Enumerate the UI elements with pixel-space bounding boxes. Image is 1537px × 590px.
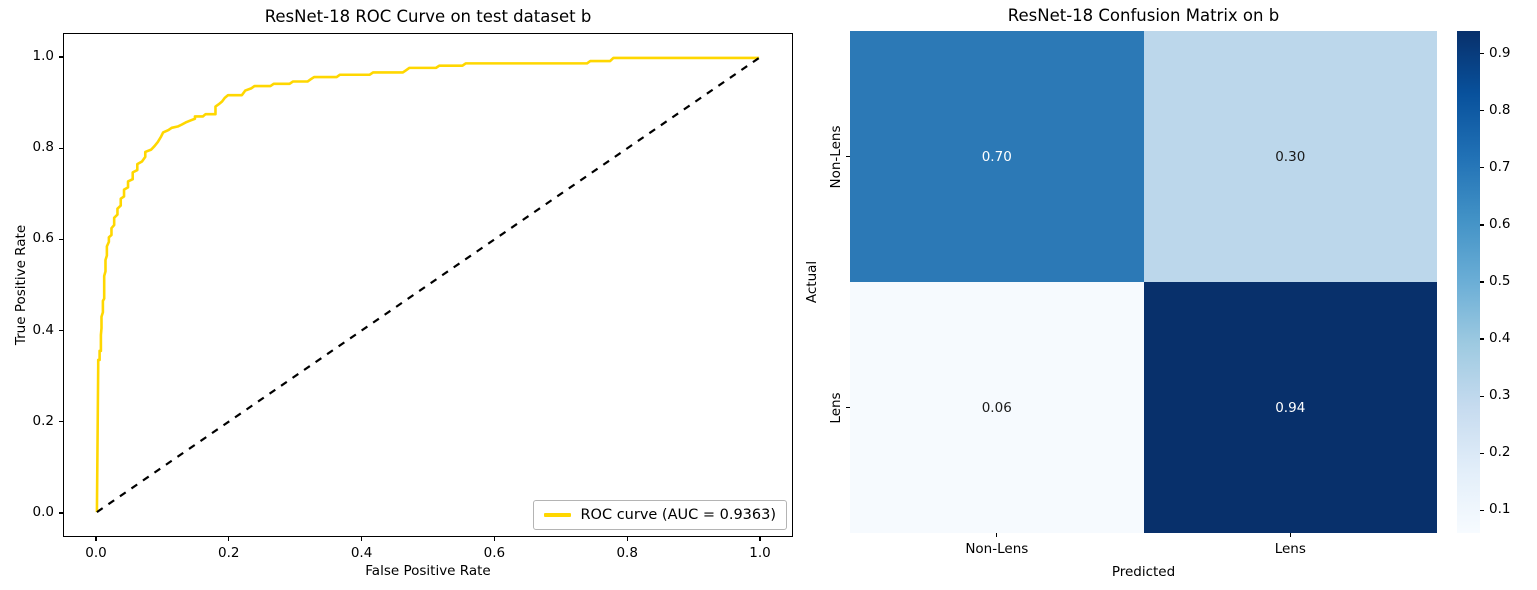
roc-x-tick-mark (626, 537, 628, 541)
colorbar-tick-label: 0.9 (1489, 44, 1511, 61)
roc-x-tick-label: 1.0 (749, 545, 771, 561)
colorbar-tick-label: 0.5 (1489, 273, 1511, 289)
colorbar-tick-mark (1480, 110, 1484, 112)
cm-x-tick-label: Non-Lens (965, 541, 1029, 557)
cm-ylabel: Actual (804, 260, 820, 304)
roc-y-tick-label: 0.8 (32, 139, 54, 156)
roc-x-tick-label: 0.4 (350, 545, 373, 561)
roc-x-tick-mark (228, 537, 230, 541)
roc-x-tick-mark (95, 537, 97, 541)
colorbar-tick-mark (1480, 452, 1484, 454)
cm-x-tick-mark (1289, 533, 1291, 537)
roc-y-tick-mark (59, 330, 63, 332)
roc-curve (95, 56, 760, 513)
colorbar-tick-label: 0.8 (1489, 101, 1511, 118)
colorbar-tick-mark (1480, 509, 1484, 511)
colorbar-tick-mark (1480, 53, 1484, 55)
cm-y-tick-label: Lens (828, 391, 844, 424)
colorbar-tick-label: 0.3 (1489, 387, 1511, 404)
confusion-matrix-cell: 0.30 (1143, 31, 1437, 282)
cm-y-tick-mark (846, 406, 850, 409)
legend-label: ROC curve (AUC = 0.9363) (580, 507, 776, 523)
colorbar-tick-label: 0.2 (1489, 444, 1511, 461)
colorbar-tick-mark (1480, 338, 1484, 340)
roc-x-tick-mark (493, 537, 495, 541)
roc-x-tick-label: 0.0 (85, 545, 107, 561)
confusion-matrix-cell: 0.94 (1143, 282, 1437, 533)
legend-line-swatch (544, 513, 572, 517)
roc-legend: ROC curve (AUC = 0.9363) (533, 500, 787, 530)
cm-x-tick-mark (996, 533, 998, 537)
roc-x-tick-mark (361, 537, 363, 541)
colorbar-tick-mark (1480, 167, 1484, 169)
roc-y-tick-mark (59, 56, 63, 58)
roc-x-tick-label: 0.2 (218, 545, 240, 561)
cm-y-tick-mark (846, 155, 850, 158)
confusion-matrix-cell: 0.70 (850, 31, 1144, 282)
cm-x-tick-label: Lens (1274, 541, 1306, 557)
roc-title: ResNet-18 ROC Curve on test dataset b (264, 7, 592, 26)
roc-plot-area (95, 56, 760, 513)
roc-y-tick-mark (59, 421, 63, 423)
roc-x-tick-label: 0.6 (483, 545, 506, 561)
roc-axes: ROC curve (AUC = 0.9363) (63, 33, 793, 537)
roc-y-tick-label: 0.0 (32, 504, 54, 520)
colorbar (1457, 31, 1480, 533)
roc-y-tick-label: 0.4 (32, 321, 54, 338)
roc-y-tick-label: 0.6 (32, 230, 54, 247)
colorbar-tick-label: 0.7 (1489, 158, 1511, 175)
confusion-matrix-cell: 0.06 (850, 282, 1144, 533)
roc-x-tick-label: 0.8 (616, 545, 638, 561)
confusion-matrix: 0.70 0.30 0.06 0.94 (850, 31, 1437, 533)
chance-diagonal (96, 57, 760, 513)
colorbar-tick-label: 0.6 (1489, 216, 1511, 232)
colorbar-tick-mark (1480, 395, 1484, 397)
roc-y-tick-mark (59, 238, 63, 240)
roc-y-tick-mark (59, 147, 63, 149)
roc-x-tick-mark (759, 537, 761, 541)
colorbar-tick-label: 0.1 (1489, 501, 1511, 518)
roc-xlabel: False Positive Rate (365, 563, 491, 579)
cm-xlabel: Predicted (1111, 564, 1176, 580)
cm-title: ResNet-18 Confusion Matrix on b (1007, 6, 1280, 25)
roc-y-tick-mark (59, 512, 63, 514)
roc-y-tick-label: 1.0 (32, 48, 54, 64)
colorbar-tick-label: 0.4 (1489, 330, 1511, 346)
cm-y-tick-label: Non-Lens (828, 125, 844, 188)
roc-y-tick-label: 0.2 (32, 412, 54, 429)
colorbar-tick-mark (1480, 281, 1484, 283)
colorbar-tick-mark (1480, 224, 1484, 226)
